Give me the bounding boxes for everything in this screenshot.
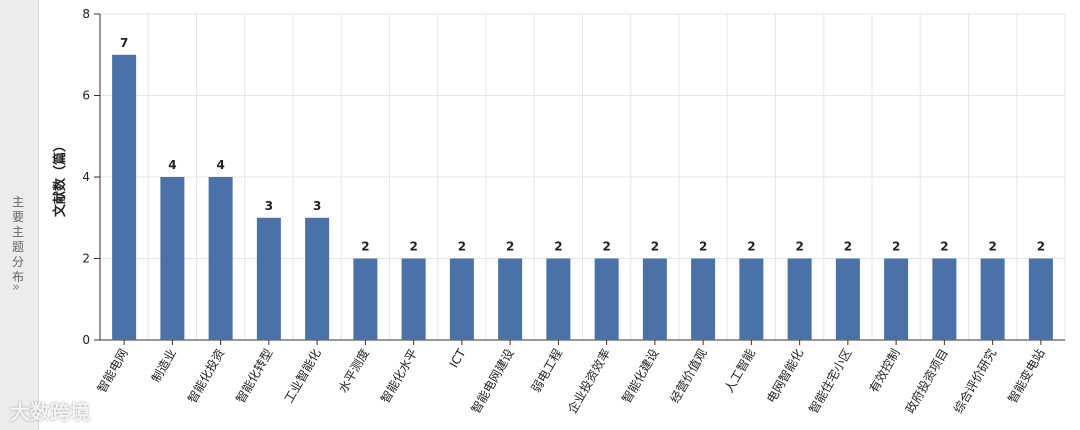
bar bbox=[449, 258, 474, 340]
bar bbox=[401, 258, 426, 340]
y-tick-label: 0 bbox=[82, 333, 90, 347]
value-label: 2 bbox=[458, 240, 466, 254]
value-label: 2 bbox=[747, 240, 755, 254]
x-tick-label: 综合评价研究 bbox=[950, 346, 999, 416]
bar bbox=[353, 258, 378, 340]
sidebar[interactable]: 主要主题分布 » bbox=[0, 0, 39, 430]
y-tick-label: 6 bbox=[82, 89, 90, 103]
x-tick-label: 弱电工程 bbox=[528, 346, 565, 395]
bar bbox=[1028, 258, 1053, 340]
x-tick-label: 智能化投资 bbox=[184, 346, 227, 405]
value-label: 2 bbox=[602, 240, 610, 254]
expand-icon: » bbox=[12, 280, 20, 295]
bar bbox=[208, 177, 233, 340]
value-label: 7 bbox=[120, 36, 128, 50]
x-tick-label: 制造业 bbox=[149, 347, 179, 385]
value-label: 2 bbox=[795, 240, 803, 254]
value-label: 2 bbox=[892, 240, 900, 254]
x-tick-label: 智能变电站 bbox=[1004, 346, 1047, 405]
bar bbox=[642, 258, 667, 340]
x-tick-label: 电网智能化 bbox=[763, 346, 806, 405]
value-label: 2 bbox=[506, 240, 514, 254]
bar bbox=[835, 258, 860, 340]
y-tick-label: 2 bbox=[82, 252, 90, 266]
x-tick-label: ICT bbox=[447, 346, 469, 370]
value-label: 2 bbox=[940, 240, 948, 254]
y-tick-label: 8 bbox=[82, 7, 90, 21]
bar bbox=[546, 258, 571, 340]
x-tick-label: 企业投资效率 bbox=[564, 346, 613, 416]
y-tick-label: 4 bbox=[82, 170, 90, 184]
x-tick-label: 经营价值观 bbox=[667, 346, 710, 405]
x-tick-label: 智能电网 bbox=[94, 346, 131, 395]
value-label: 2 bbox=[988, 240, 996, 254]
bar bbox=[787, 258, 812, 340]
value-label: 2 bbox=[409, 240, 417, 254]
value-label: 2 bbox=[651, 240, 659, 254]
x-tick-label: 政府投资项目 bbox=[902, 346, 951, 416]
x-tick-label: 工业智能化 bbox=[281, 346, 324, 405]
x-tick-label: 智能住宅小区 bbox=[805, 346, 854, 416]
bar bbox=[305, 217, 330, 340]
x-tick-label: 水平测度 bbox=[335, 346, 372, 395]
bar bbox=[739, 258, 764, 340]
value-label: 2 bbox=[361, 240, 369, 254]
x-tick-label: 智能化转型 bbox=[232, 346, 275, 405]
value-label: 2 bbox=[844, 240, 852, 254]
x-tick-label: 智能化建设 bbox=[618, 346, 661, 405]
value-label: 2 bbox=[1037, 240, 1045, 254]
bar bbox=[980, 258, 1005, 340]
x-tick-label: 智能化水平 bbox=[377, 346, 420, 405]
x-tick-label: 有效控制 bbox=[866, 346, 903, 395]
value-label: 3 bbox=[265, 199, 273, 213]
value-label: 3 bbox=[313, 199, 321, 213]
watermark: 大数跨境 bbox=[10, 400, 90, 424]
bar bbox=[594, 258, 619, 340]
bar bbox=[932, 258, 957, 340]
y-axis-title: 文献数（篇） bbox=[52, 139, 68, 217]
bar bbox=[160, 177, 185, 340]
x-tick-label: 智能电网建设 bbox=[468, 346, 517, 416]
value-label: 2 bbox=[699, 240, 707, 254]
bar bbox=[498, 258, 523, 340]
bar bbox=[112, 54, 137, 340]
value-label: 4 bbox=[216, 158, 224, 172]
value-label: 2 bbox=[554, 240, 562, 254]
bar bbox=[691, 258, 716, 340]
value-label: 4 bbox=[168, 158, 176, 172]
bar bbox=[256, 217, 281, 340]
bar bbox=[884, 258, 909, 340]
sidebar-label: 主要主题分布 bbox=[12, 195, 25, 284]
x-tick-label: 人工智能 bbox=[721, 346, 758, 395]
